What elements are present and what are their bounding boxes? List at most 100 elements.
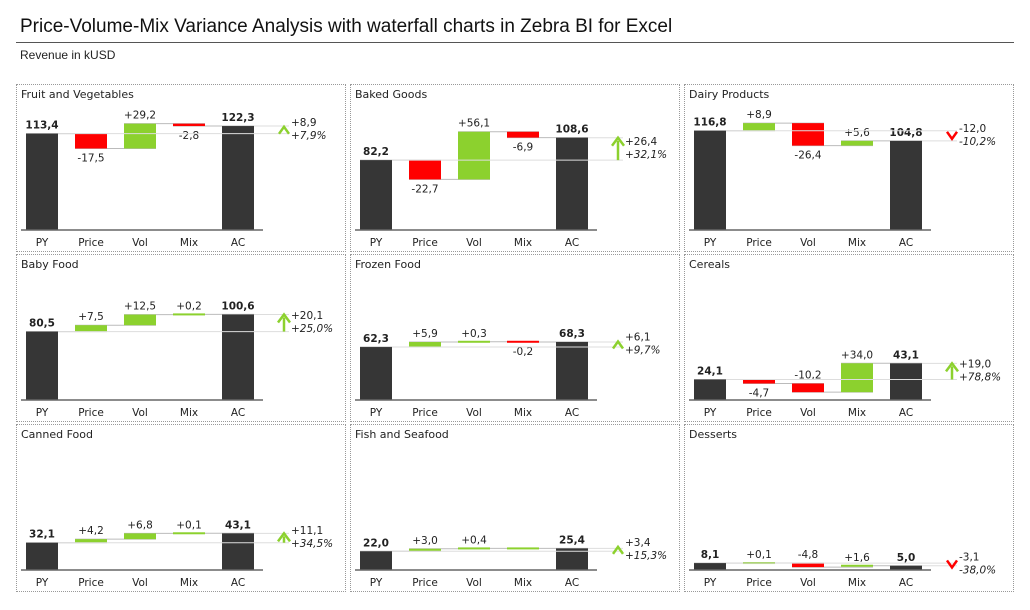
data-label: 22,0 — [363, 537, 389, 549]
waterfall-panel: Baby Food 80,5 PY +7,5 Price +12,5 Vol +0,2 Mix 1… — [16, 254, 346, 422]
bar-ac — [890, 140, 922, 230]
chevron-down-icon — [945, 131, 959, 141]
chevron-up-icon — [277, 124, 291, 135]
data-label: 122,3 — [221, 112, 254, 124]
data-label: -17,5 — [77, 152, 104, 164]
data-label: +5,9 — [412, 328, 438, 340]
data-label: +29,2 — [124, 110, 156, 122]
delta-percent: -10,2% — [959, 136, 996, 148]
panel-title: Desserts — [689, 428, 738, 441]
category-label: AC — [231, 237, 245, 249]
delta-percent: +32,1% — [625, 149, 667, 161]
bar-vol — [792, 383, 824, 393]
category-label: PY — [704, 577, 717, 589]
data-label: 8,1 — [701, 549, 720, 561]
category-label: PY — [370, 407, 383, 419]
bar-mix — [173, 123, 205, 127]
delta-percent: -38,0% — [959, 564, 996, 576]
data-label: +12,5 — [124, 301, 156, 313]
category-label: Price — [746, 237, 772, 249]
panel-title: Fruit and Vegetables — [21, 88, 134, 101]
bar-mix — [173, 532, 205, 535]
bar-vol — [124, 314, 156, 326]
bar-py — [26, 542, 58, 570]
panel-title: Canned Food — [21, 428, 93, 441]
data-label: 113,4 — [25, 120, 58, 132]
data-label: +0,1 — [176, 519, 202, 531]
bar-price — [409, 548, 441, 552]
panel-title: Fish and Seafood — [355, 428, 449, 441]
category-label: Mix — [848, 407, 866, 419]
category-label: AC — [899, 577, 913, 589]
panel-title: Dairy Products — [689, 88, 770, 101]
waterfall-chart: 22,0 PY +3,0 Price +0,4 Vol Mix 25,4 AC +3,4+15,3… — [355, 534, 667, 589]
waterfall-chart: 24,1 PY -4,7 Price -10,2 Vol +34,0 Mix 43,1 AC +19… — [689, 349, 1001, 419]
data-label: 25,4 — [559, 534, 585, 546]
delta-value: +19,0 — [959, 358, 991, 370]
category-label: Price — [78, 407, 104, 419]
delta-arrowhead-icon — [277, 531, 291, 543]
data-label: -0,2 — [513, 346, 534, 358]
bar-py — [26, 133, 58, 230]
data-label: +6,8 — [127, 519, 153, 531]
bar-vol — [792, 123, 824, 146]
category-label: Vol — [800, 577, 816, 589]
category-label: AC — [231, 407, 245, 419]
bar-mix — [507, 547, 539, 550]
delta-value: -3,1 — [959, 551, 980, 563]
data-label: 5,0 — [897, 552, 916, 564]
delta-value: +3,4 — [625, 537, 651, 549]
bar-price — [743, 379, 775, 384]
chevron-up-icon — [611, 544, 625, 555]
waterfall-panel: Fruit and Vegetables 113,4 PY -17,5 Price +29… — [16, 84, 346, 252]
data-label: +1,6 — [844, 552, 870, 564]
data-label: +5,6 — [844, 127, 870, 139]
data-label: +0,4 — [461, 534, 487, 546]
delta-value: +8,9 — [291, 117, 317, 129]
waterfall-panel: Fish and Seafood 22,0 PY +3,0 Price +0,4 Vol Mi… — [350, 424, 680, 592]
data-label: 43,1 — [893, 349, 919, 361]
bar-mix — [173, 313, 205, 316]
data-label: -6,9 — [513, 142, 534, 154]
category-label: Price — [412, 577, 438, 589]
delta-percent: +15,3% — [625, 550, 667, 562]
category-label: Mix — [848, 577, 866, 589]
category-label: PY — [704, 237, 717, 249]
data-label: 100,6 — [221, 300, 254, 312]
category-label: AC — [231, 577, 245, 589]
delta-value: +6,1 — [625, 331, 651, 343]
title-divider — [16, 42, 1014, 43]
waterfall-panel: Desserts 8,1 PY +0,1 Price -4,8 Vol +1,6 Mix 5,0 A… — [684, 424, 1014, 592]
bar-ac — [222, 314, 254, 400]
panel-title: Frozen Food — [355, 258, 421, 271]
bar-ac — [890, 565, 922, 570]
bar-ac — [556, 137, 588, 230]
category-label: PY — [370, 237, 383, 249]
waterfall-chart: 62,3 PY +5,9 Price +0,3 Vol -0,2 Mix 68,3 AC +6,1+… — [355, 328, 660, 419]
category-label: Price — [746, 577, 772, 589]
data-label: 108,6 — [555, 124, 588, 136]
category-label: PY — [36, 577, 49, 589]
category-label: Vol — [800, 237, 816, 249]
data-label: +3,0 — [412, 535, 438, 547]
category-label: Price — [78, 577, 104, 589]
bar-ac — [890, 363, 922, 400]
category-label: Vol — [132, 577, 148, 589]
category-label: Price — [412, 407, 438, 419]
bar-vol — [124, 123, 156, 149]
data-label: +0,1 — [746, 549, 772, 561]
data-label: +7,5 — [78, 311, 104, 323]
data-label: 116,8 — [693, 117, 726, 129]
data-label: +8,9 — [746, 109, 772, 121]
data-label: +56,1 — [458, 118, 490, 130]
category-label: Price — [78, 237, 104, 249]
category-label: Vol — [466, 237, 482, 249]
bar-mix — [507, 340, 539, 343]
data-label: -10,2 — [794, 370, 821, 382]
data-label: 104,8 — [889, 127, 922, 139]
category-label: PY — [36, 407, 49, 419]
bar-price — [75, 539, 107, 543]
data-label: 24,1 — [697, 366, 723, 378]
bar-price — [743, 123, 775, 131]
bar-py — [360, 160, 392, 230]
